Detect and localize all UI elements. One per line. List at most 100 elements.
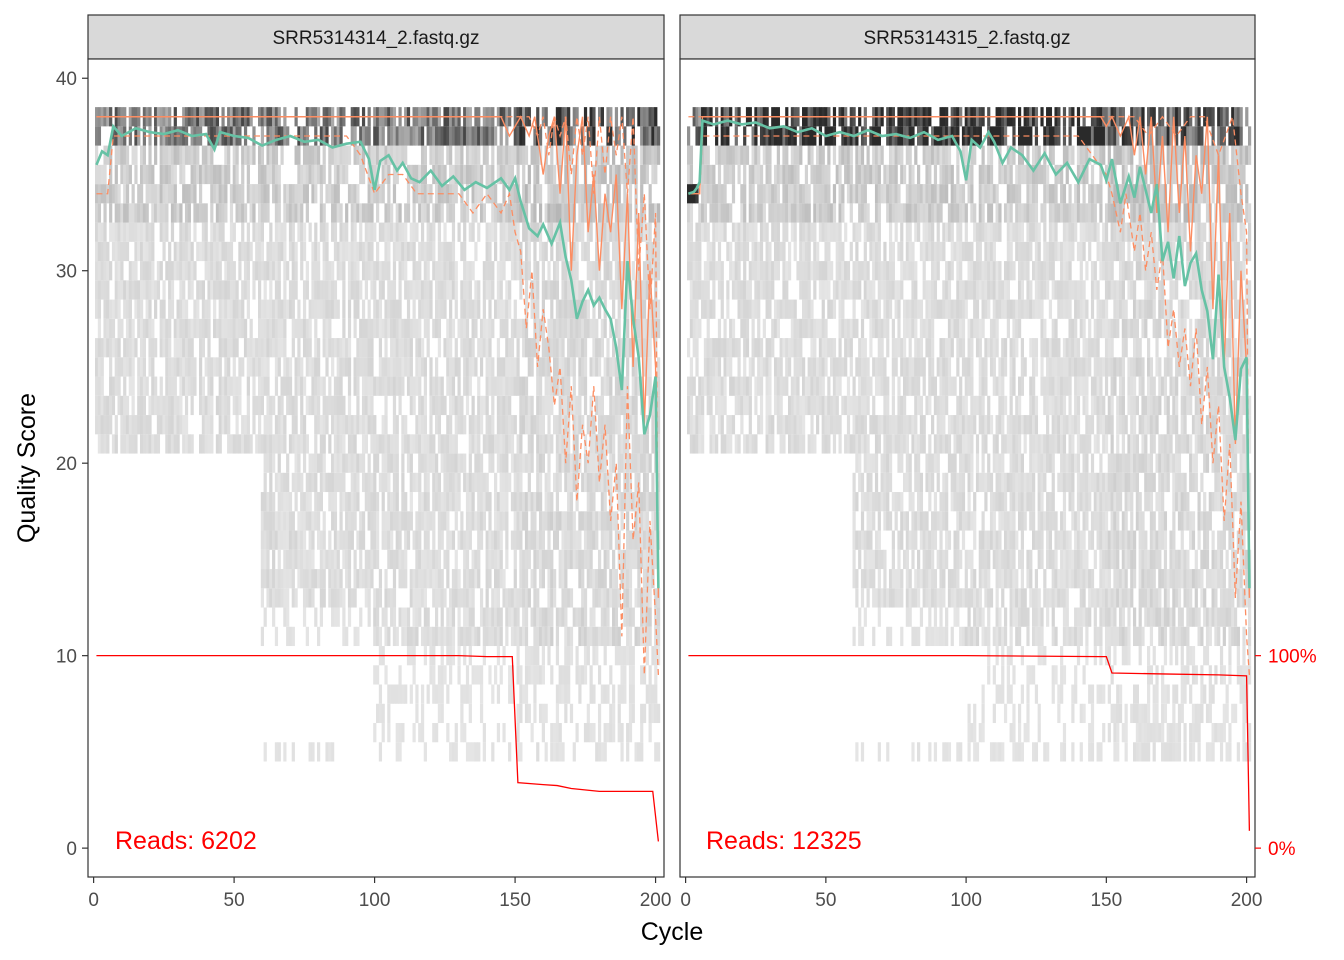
heat-cell xyxy=(328,472,332,493)
heat-cell xyxy=(592,492,596,512)
heat-cell xyxy=(642,318,647,339)
heat-cell xyxy=(317,415,321,435)
heat-cell xyxy=(446,415,450,435)
heat-cell xyxy=(642,299,647,319)
heat-cell xyxy=(648,107,652,127)
heat-cell xyxy=(272,164,276,185)
heat-cell xyxy=(488,549,492,570)
heat-cell xyxy=(810,222,814,242)
heat-cell xyxy=(426,338,430,358)
heat-cell xyxy=(415,338,419,358)
heat-cell xyxy=(648,492,652,512)
heat-cell xyxy=(294,241,298,262)
heat-cell xyxy=(717,184,722,204)
heat-cell xyxy=(432,434,436,454)
heat-cell xyxy=(339,145,343,165)
heat-cell xyxy=(449,338,453,358)
heat-cell xyxy=(561,742,565,762)
heat-cell xyxy=(373,145,377,165)
heat-cell xyxy=(642,626,647,647)
heat-cell xyxy=(336,184,340,204)
heat-cell xyxy=(294,530,298,550)
heat-cell xyxy=(723,395,727,416)
heat-cell xyxy=(709,376,713,396)
heat-cell xyxy=(384,261,388,281)
heat-cell xyxy=(519,261,523,281)
heat-cell xyxy=(114,415,118,435)
heat-cell xyxy=(457,588,461,608)
heat-cell xyxy=(488,376,492,396)
heat-cell xyxy=(137,395,141,416)
heat-cell xyxy=(471,395,475,416)
heat-cell xyxy=(300,530,304,550)
heat-cell xyxy=(170,222,175,242)
heat-cell xyxy=(530,434,534,454)
heat-cell xyxy=(465,511,470,531)
heat-cell xyxy=(860,588,865,608)
heat-cell xyxy=(849,357,853,377)
heat-cell xyxy=(656,203,661,223)
heat-cell xyxy=(496,357,501,377)
heat-cell xyxy=(131,222,135,242)
heat-cell xyxy=(810,164,814,185)
heat-cell xyxy=(207,164,211,185)
heat-cell xyxy=(866,588,870,608)
heat-cell xyxy=(737,280,741,300)
heat-cell xyxy=(558,434,562,454)
heat-cell xyxy=(123,395,127,416)
heat-cell xyxy=(224,357,228,377)
heat-cell xyxy=(586,723,590,743)
heat-cell xyxy=(443,184,447,204)
heat-cell xyxy=(283,261,287,281)
heat-cell xyxy=(308,338,312,358)
heat-cell xyxy=(623,588,627,608)
heat-cell xyxy=(460,338,464,358)
heat-cell xyxy=(505,415,509,435)
heat-cell xyxy=(841,299,845,319)
heat-cell xyxy=(210,376,214,396)
heat-cell xyxy=(305,164,309,185)
heat-cell xyxy=(628,395,633,416)
heat-cell xyxy=(589,280,593,300)
heat-cell xyxy=(799,357,803,377)
heat-cell xyxy=(446,203,450,223)
heat-cell xyxy=(468,742,472,762)
heat-cell xyxy=(617,299,621,319)
heat-cell xyxy=(513,569,517,589)
heat-cell xyxy=(628,203,633,223)
heat-cell xyxy=(319,280,324,300)
heat-cell xyxy=(187,241,191,262)
heat-cell xyxy=(866,472,870,493)
heat-cell xyxy=(617,280,621,300)
heat-cell xyxy=(398,665,402,685)
heat-cell xyxy=(196,318,200,339)
heat-cell xyxy=(813,222,817,242)
heat-cell xyxy=(581,203,585,223)
heat-cell xyxy=(311,549,315,570)
heat-cell xyxy=(505,126,509,146)
heat-cell xyxy=(387,376,391,396)
heat-cell xyxy=(726,434,730,454)
heat-cell xyxy=(257,415,262,435)
heat-cell xyxy=(465,530,470,550)
heat-cell xyxy=(877,357,881,377)
heat-cell xyxy=(589,607,593,627)
heat-cell xyxy=(855,434,859,454)
heat-cell xyxy=(773,395,778,416)
heat-cell xyxy=(97,434,102,454)
heat-cell xyxy=(538,626,543,647)
heat-cell xyxy=(614,472,619,493)
heat-cell xyxy=(342,357,346,377)
heat-cell xyxy=(858,357,862,377)
heat-cell xyxy=(395,684,399,704)
heat-cell xyxy=(572,511,576,531)
heat-cell xyxy=(350,126,354,146)
heat-cell xyxy=(429,376,433,396)
heat-cell xyxy=(731,280,736,300)
heat-cell xyxy=(311,261,315,281)
heat-cell xyxy=(533,164,537,185)
heat-cell xyxy=(263,203,267,223)
heat-cell xyxy=(743,434,747,454)
heat-cell xyxy=(283,376,287,396)
heat-cell xyxy=(170,415,175,435)
